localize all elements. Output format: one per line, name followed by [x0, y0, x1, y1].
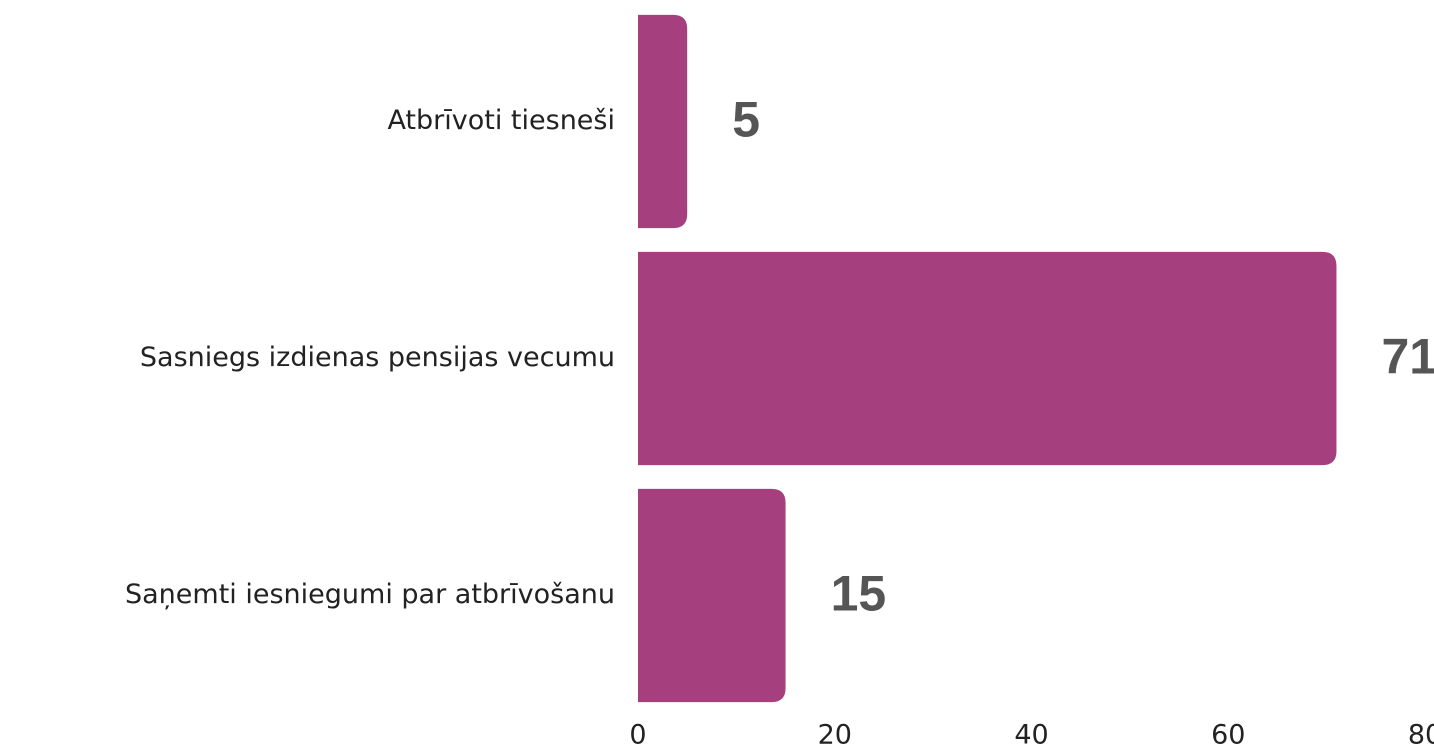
x-tick-label: 0 [629, 720, 646, 751]
x-tick-label: 40 [1014, 720, 1048, 751]
bar [638, 14, 688, 229]
bar [638, 488, 786, 703]
value-label: 71 [1381, 329, 1434, 385]
y-tick-label: Saņemti iesniegumi par atbrīvošanu [125, 579, 615, 610]
x-tick-label: 80 [1408, 720, 1434, 751]
value-label: 5 [732, 92, 760, 148]
bar [638, 251, 1337, 466]
x-tick-label: 60 [1211, 720, 1245, 751]
y-tick-label: Sasniegs izdienas pensijas vecumu [140, 342, 615, 373]
value-label: 15 [831, 566, 887, 622]
y-tick-label: Atbrīvoti tiesneši [387, 105, 615, 136]
x-tick-label: 20 [818, 720, 852, 751]
